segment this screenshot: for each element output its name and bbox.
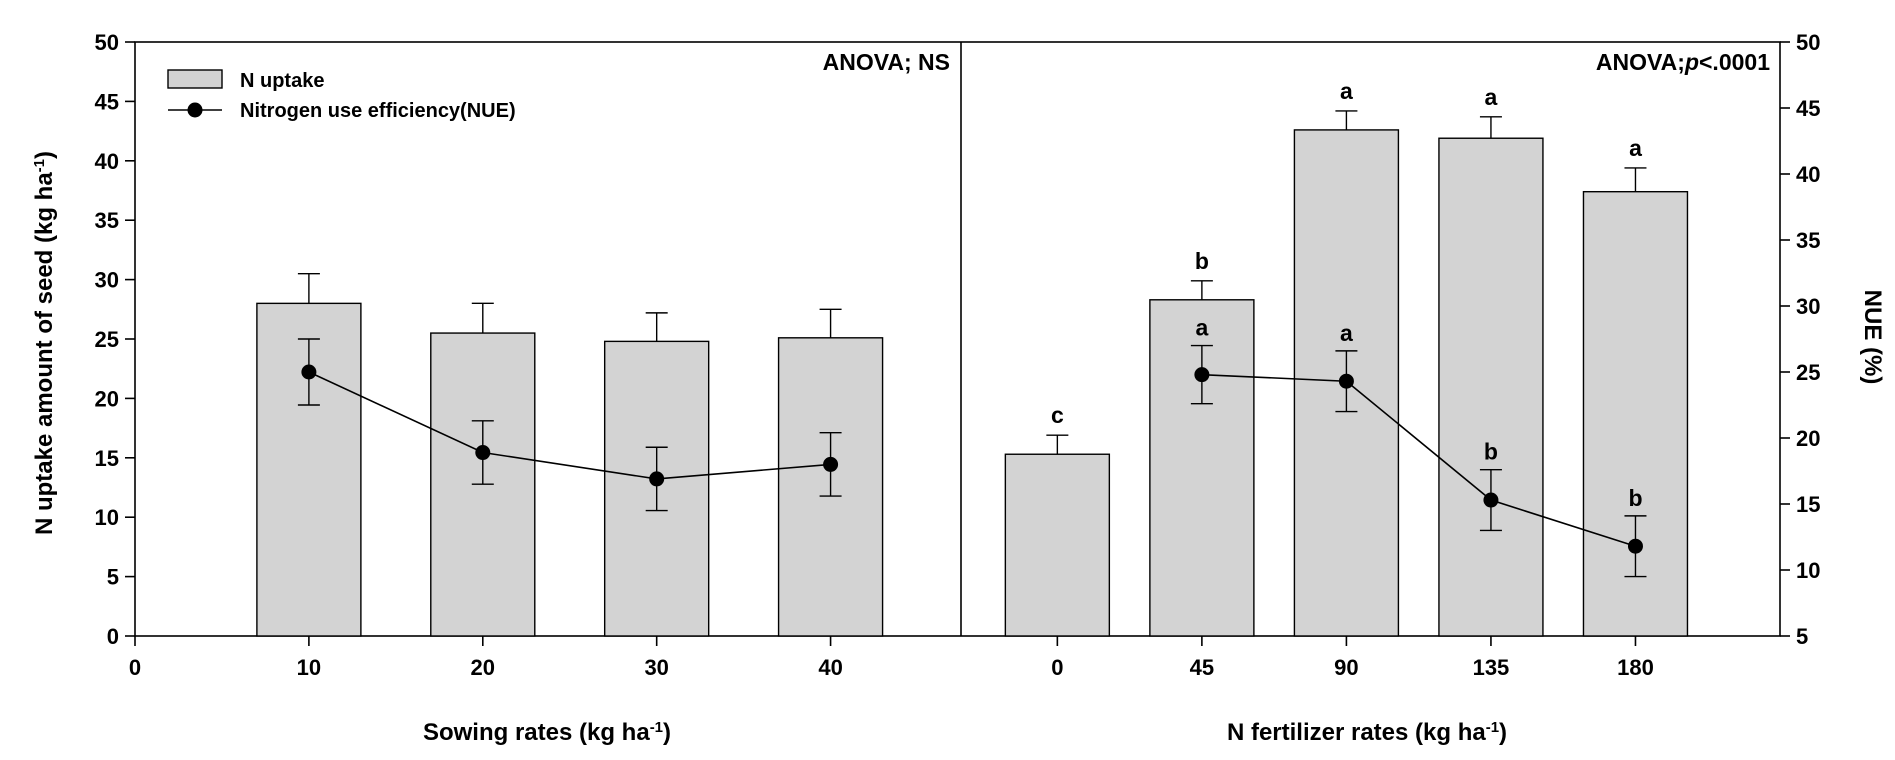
left-y-tick-label: 0: [107, 624, 119, 649]
left-y-tick-label: 50: [95, 30, 119, 55]
n-uptake-sig-letter: b: [1195, 248, 1209, 274]
right-y-tick-label: 35: [1796, 228, 1820, 253]
anova-suffix-fertilizer: <.0001: [1699, 49, 1770, 75]
panel-sowing-rates: 0 10 20 30 40: [129, 272, 884, 680]
nue-sig-letter: a: [1195, 315, 1208, 341]
right-y-tick-label: 5: [1796, 624, 1808, 649]
n-uptake-sig-letter: a: [1485, 84, 1498, 110]
nue-sig-letter: b: [1628, 485, 1642, 511]
right-y-tick-label: 10: [1796, 558, 1820, 583]
anova-text-sowing: ANOVA; NS: [823, 49, 950, 75]
n-uptake-sig-letter: a: [1629, 135, 1642, 161]
legend-label-nue: Nitrogen use efficiency(NUE): [240, 100, 516, 122]
left-y-tick-label: 25: [95, 327, 119, 352]
left-y-axis-title-end: ): [31, 151, 58, 159]
right-y-tick-label: 15: [1796, 492, 1820, 517]
nue-point: [301, 364, 317, 380]
nue-series-line: [1201, 373, 1636, 548]
x-axis-title-fertilizer-main: N fertilizer rates (kg ha: [1227, 719, 1486, 746]
x-tick-label: 20: [471, 655, 495, 680]
right-y-tick-label: 30: [1796, 294, 1820, 319]
nue-sig-letter: a: [1340, 320, 1353, 346]
x-axis-title-fertilizer-sup: -1: [1486, 719, 1499, 736]
nue-point: [1338, 373, 1354, 389]
x-tick-label: 45: [1190, 655, 1214, 680]
legend-swatch-n-uptake: [167, 69, 223, 89]
n-uptake-sig-letter: a: [1340, 78, 1353, 104]
legend: N uptake Nitrogen use efficiency(NUE): [167, 69, 516, 122]
n-uptake-bar: [1004, 453, 1111, 637]
anova-label-sowing: ANOVA; NS: [823, 49, 950, 75]
x-axis-title-fertilizer-end: ): [1499, 719, 1507, 746]
nue-point: [649, 471, 665, 487]
left-y-axis-title: N uptake amount of seed (kg ha-1): [31, 151, 59, 535]
left-y-tick-label: 35: [95, 208, 119, 233]
nue-point: [823, 456, 839, 472]
x-tick-label: 180: [1617, 655, 1654, 680]
right-y-tick-label: 45: [1796, 96, 1820, 121]
right-y-tick-label: 40: [1796, 162, 1820, 187]
x-tick-label: 10: [297, 655, 321, 680]
x-tick-label: 40: [818, 655, 842, 680]
anova-text-fertilizer: ANOVA;: [1596, 49, 1685, 75]
left-y-tick-label: 15: [95, 446, 119, 471]
left-y-axis-title-main: N uptake amount of seed (kg ha: [31, 172, 58, 535]
nue-sig-letter: b: [1484, 439, 1498, 465]
panel-n-fertilizer-rates: 0 45 90 135 180 c b a a a a a b b: [1004, 78, 1689, 680]
nue-point: [1194, 367, 1210, 383]
x-axis-title-sowing-main: Sowing rates (kg ha: [423, 719, 650, 746]
right-y-tick-label: 20: [1796, 426, 1820, 451]
x-axis-title-sowing-end: ): [663, 719, 671, 746]
right-y-axis: 5 10 15 20 25 30 35 40 45 50: [1780, 30, 1820, 649]
nue-series-line: [308, 371, 831, 480]
anova-italic-fertilizer: p: [1684, 49, 1699, 75]
left-y-tick-label: 45: [95, 89, 119, 114]
nue-point: [1627, 538, 1643, 554]
left-y-tick-label: 40: [95, 149, 119, 174]
n-uptake-sig-letter: c: [1051, 402, 1064, 428]
right-y-tick-label: 25: [1796, 360, 1820, 385]
x-tick-label: 0: [129, 655, 141, 680]
x-axis-title-fertilizer: N fertilizer rates (kg ha-1): [1227, 719, 1507, 747]
x-tick-label: 30: [644, 655, 668, 680]
n-uptake-bar: [1438, 137, 1544, 637]
x-axis-title-sowing-sup: -1: [650, 719, 663, 736]
legend-swatch-nue-marker: [187, 102, 203, 118]
left-y-axis-title-sup: -1: [31, 159, 48, 172]
left-y-axis: 0 5 10 15 20 25 30 35 40 45 50: [95, 30, 135, 649]
anova-label-fertilizer: ANOVA;p<.0001: [1596, 49, 1770, 75]
n-uptake-bar: [777, 337, 884, 637]
left-y-tick-label: 5: [107, 565, 119, 590]
nue-point: [1483, 492, 1499, 508]
right-y-tick-label: 50: [1796, 30, 1820, 55]
legend-label-n-uptake: N uptake: [240, 70, 324, 92]
x-tick-label: 0: [1051, 655, 1063, 680]
left-y-tick-label: 20: [95, 386, 119, 411]
x-axis-title-sowing: Sowing rates (kg ha-1): [423, 719, 671, 747]
x-tick-label: 135: [1473, 655, 1510, 680]
nue-point: [475, 445, 491, 461]
x-tick-label: 90: [1334, 655, 1358, 680]
right-y-axis-title: NUE (%): [1859, 290, 1886, 385]
left-y-tick-label: 10: [95, 505, 119, 530]
left-y-tick-label: 30: [95, 268, 119, 293]
